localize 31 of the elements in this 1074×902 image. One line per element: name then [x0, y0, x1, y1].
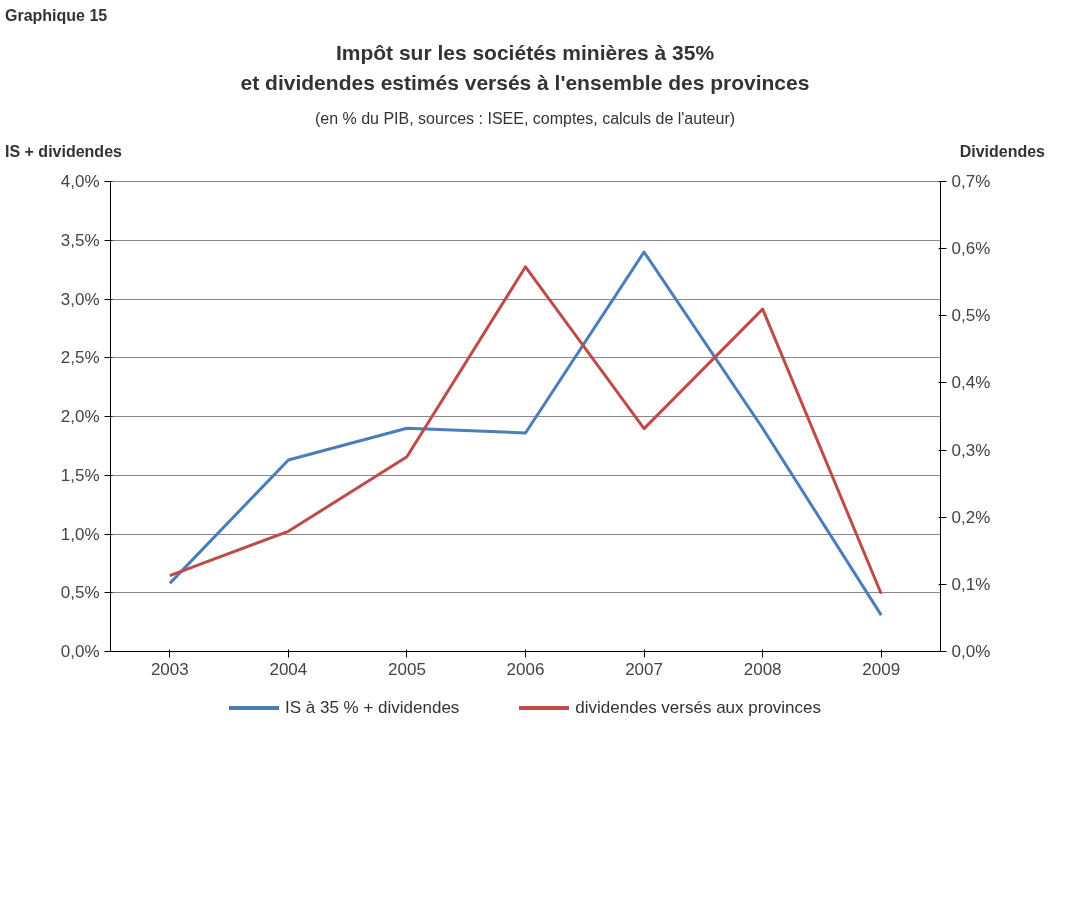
y-tick-label: 2,0%	[60, 406, 100, 426]
chart-title: Impôt sur les sociétés minières à 35% et dividendes estimés versés à l'ensemble des provinces	[239, 39, 811, 96]
y-tick-label: 2,5%	[60, 347, 100, 367]
y-tick-label: 1,5%	[60, 465, 100, 485]
y-tick-label: 1,0%	[60, 524, 100, 544]
text: Graphique 15	[5, 6, 108, 26]
x-tick-label: 2006	[506, 659, 545, 679]
y2-tick-label: 0,3%	[951, 440, 991, 460]
y2-tick-label: 0,1%	[951, 574, 991, 594]
x-tick-label: 2004	[269, 659, 308, 679]
y-tick-label: 3,5%	[60, 230, 100, 250]
y2-tick-label: 0,7%	[951, 171, 991, 191]
y2-tick-label: 0,2%	[951, 507, 991, 527]
x-tick-label: 2007	[625, 659, 663, 679]
y-tick-label: 0,5%	[60, 582, 100, 602]
y2-tick-label: 0,6%	[951, 238, 991, 258]
y-axis-title: IS + dividendes	[5, 141, 122, 162]
y2-axis-title: Dividendes	[959, 141, 1045, 162]
y2-tick-label: 0,5%	[951, 305, 991, 325]
x-tick-label: 2009	[862, 659, 901, 679]
y-tick-label: 4,0%	[60, 171, 100, 191]
legend-label: dividendes versés aux provinces	[574, 696, 822, 719]
y2-tick-label: 0,4%	[951, 372, 991, 392]
y-tick-label: 3,0%	[60, 289, 100, 309]
x-tick-label: 2008	[743, 659, 782, 679]
y2-tick-label: 0,0%	[951, 641, 991, 661]
x-tick-label: 2003	[150, 659, 189, 679]
y-tick-label: 0,0%	[60, 641, 100, 661]
legend-label: IS à 35 % + dividendes	[283, 696, 460, 719]
chart-subtitle: (en % du PIB, sources : ISEE, comptes, calculs de l'auteur)	[313, 108, 737, 129]
x-tick-label: 2005	[388, 659, 426, 679]
